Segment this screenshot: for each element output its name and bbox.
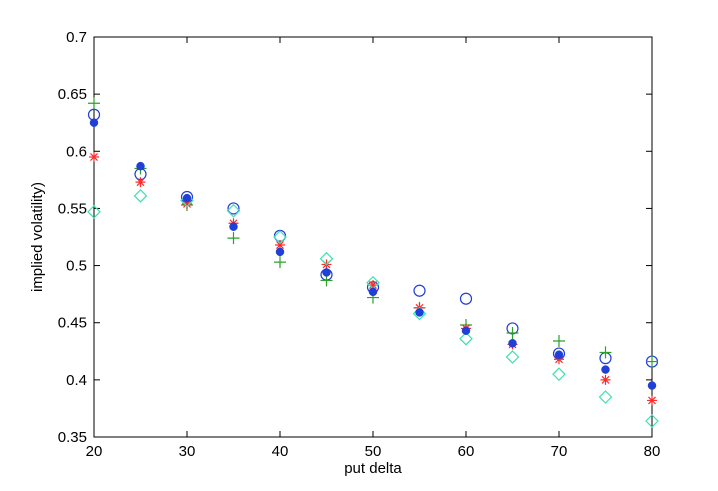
x-tick-label: 50 (365, 443, 382, 460)
x-tick-label: 20 (86, 443, 103, 460)
data-point-dot (182, 193, 192, 203)
y-tick-label: 0.65 (58, 86, 87, 103)
data-point-dot (275, 247, 285, 257)
y-axis-title: implied volatility) (29, 182, 46, 292)
x-tick-label: 60 (458, 443, 475, 460)
data-point-diamond-open (459, 331, 473, 346)
data-point-dot (415, 308, 424, 317)
data-point-dot (229, 222, 238, 231)
data-point-asterisk (600, 374, 611, 385)
data-point-asterisk (89, 152, 99, 162)
data-point-diamond-open (226, 203, 241, 218)
data-point-circle-open (459, 292, 473, 305)
data-point-asterisk (275, 240, 285, 250)
data-point-dot (89, 118, 99, 127)
data-point-dot (136, 161, 145, 171)
data-point-dot (554, 350, 564, 359)
data-point-diamond-open (319, 251, 334, 266)
data-point-plus (506, 327, 519, 339)
data-point-diamond-open (87, 205, 101, 219)
data-point-asterisk (368, 280, 378, 290)
data-point-diamond-open (133, 189, 148, 203)
x-tick-label: 30 (179, 443, 196, 460)
x-tick-label: 40 (272, 443, 289, 460)
y-tick-label: 0.55 (58, 200, 87, 217)
plot-area (93, 36, 653, 438)
series-dot (89, 118, 657, 390)
x-tick-label: 80 (644, 443, 661, 460)
y-tick-label: 0.6 (66, 143, 87, 160)
y-tick-label: 0.45 (58, 315, 87, 332)
data-point-plus (646, 355, 658, 368)
data-point-dot (368, 287, 378, 297)
data-point-plus (88, 97, 100, 110)
data-point-diamond-open (598, 390, 613, 404)
data-point-asterisk (647, 395, 657, 406)
data-point-circle-open (413, 284, 426, 297)
data-point-dot (508, 339, 517, 348)
data-point-diamond-open (273, 230, 287, 244)
data-point-plus (274, 256, 286, 269)
y-tick-label: 0.5 (66, 258, 87, 275)
data-point-plus (599, 346, 612, 359)
data-markers (87, 97, 659, 428)
y-tick-label: 0.35 (58, 429, 87, 446)
data-point-asterisk (554, 354, 564, 365)
data-point-asterisk (182, 198, 192, 209)
data-point-dot (322, 268, 331, 277)
data-point-plus (553, 335, 565, 347)
data-point-diamond-open (552, 367, 566, 381)
x-tick-label: 70 (551, 443, 568, 460)
y-tick-label: 0.7 (66, 29, 87, 46)
data-point-circle-open (227, 202, 240, 215)
data-point-plus (227, 232, 240, 245)
data-point-diamond-open (505, 350, 520, 364)
data-point-dot (601, 365, 610, 374)
axis-ticks: 20 30 40 50 60 70 80 0.35 0.4 0.45 0.5 0.55 0.6 0.65 0… (58, 29, 661, 460)
x-axis-title: put delta (344, 460, 402, 477)
data-point-dot (647, 381, 657, 390)
data-point-asterisk (135, 177, 146, 188)
data-point-dot (461, 326, 471, 335)
y-tick-label: 0.4 (66, 372, 87, 389)
data-point-diamond-open (645, 414, 659, 428)
